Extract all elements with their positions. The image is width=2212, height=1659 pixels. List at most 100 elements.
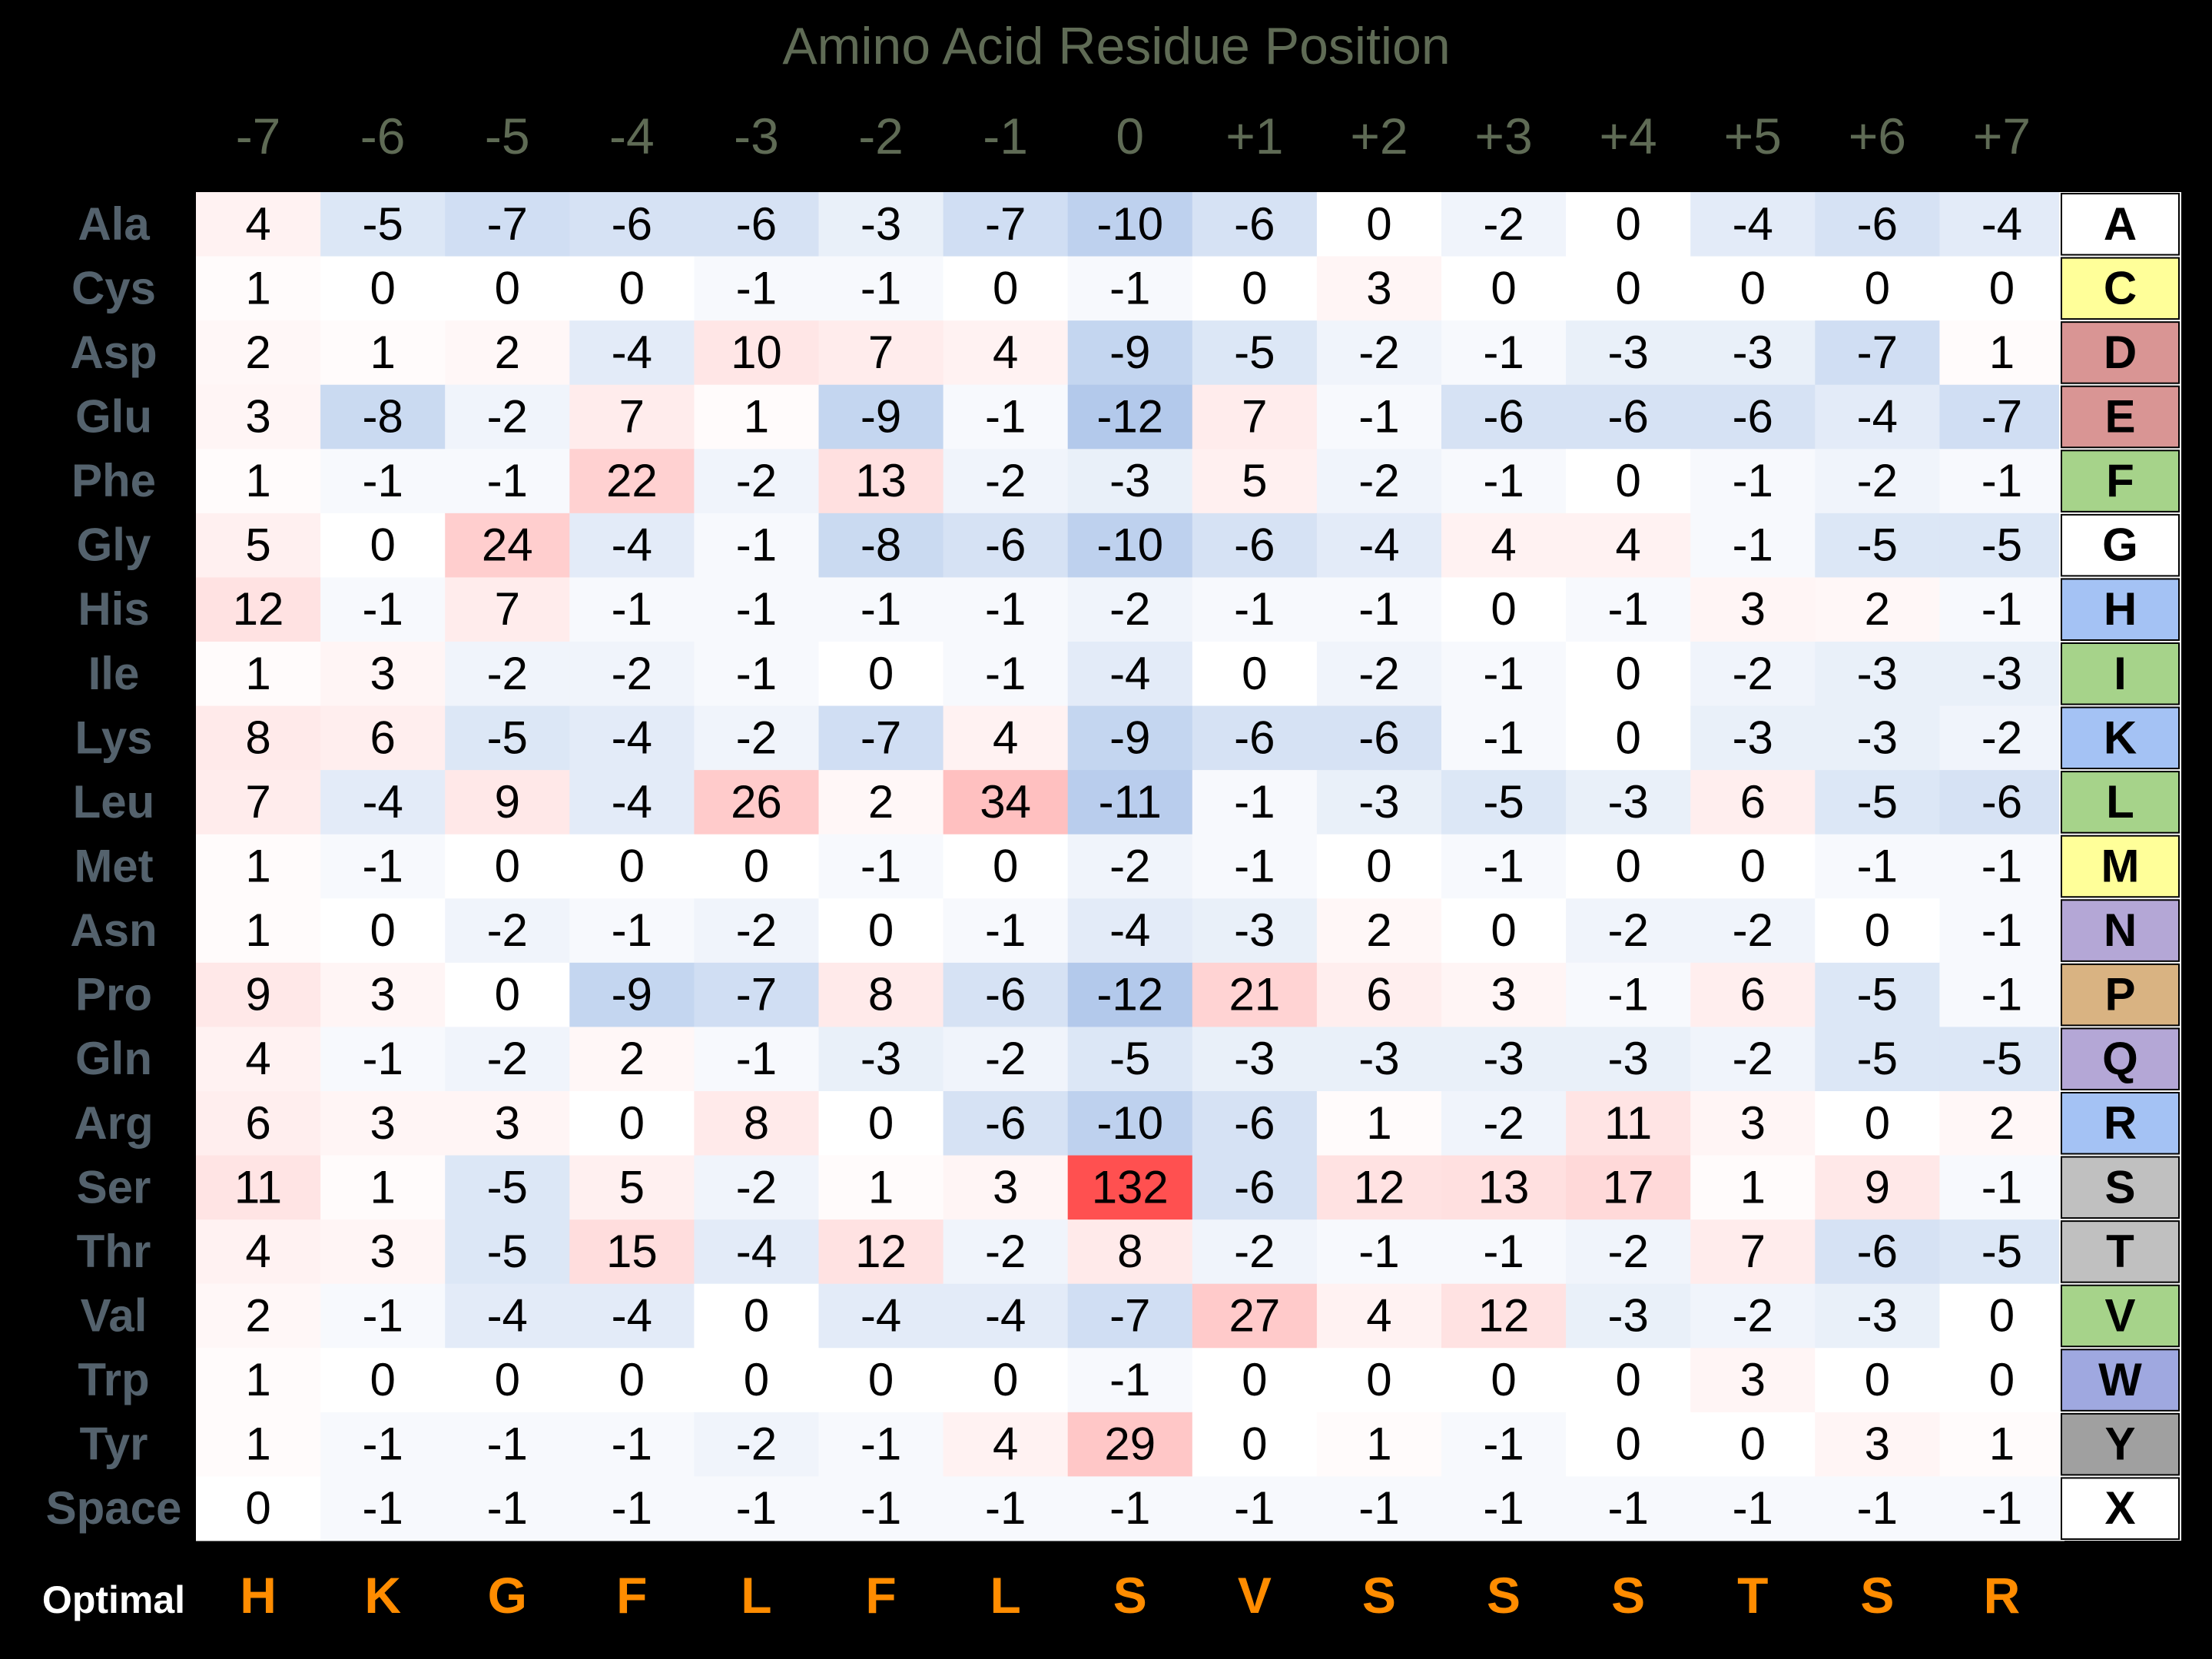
- cell-value: -6: [612, 198, 652, 250]
- cell-value: -5: [1982, 1226, 2022, 1277]
- heatmap-cell: [196, 320, 321, 386]
- heatmap-cell: [320, 577, 446, 642]
- heatmap-cell: [1441, 705, 1567, 771]
- heatmap-cell: [569, 384, 695, 450]
- heatmap-cell: [1067, 449, 1193, 514]
- cell-value: 7: [1242, 390, 1267, 442]
- cell-value: 1: [245, 840, 270, 891]
- heatmap-cell: [1192, 256, 1318, 321]
- heatmap-cell: [1441, 320, 1567, 386]
- legend-swatch: [2061, 321, 2180, 384]
- heatmap-cell: [1939, 705, 2064, 771]
- heatmap-cell: [1192, 962, 1318, 1027]
- legend-swatch: [2061, 1477, 2180, 1540]
- cell-value: -2: [985, 1226, 1026, 1277]
- cell-value: -4: [861, 1289, 901, 1341]
- cell-value: 4: [1366, 1289, 1391, 1341]
- position-labels: -7 -6 -5 -4 -3 -2 -1 0 +1 +2 +3 +4 +5 +6 +7: [236, 108, 2031, 164]
- heatmap-cell: [1067, 898, 1193, 964]
- optimal-residue: G: [488, 1567, 527, 1624]
- heatmap-cell: [1441, 1219, 1567, 1285]
- heatmap-cell: [196, 1348, 321, 1413]
- heatmap-cell: [1316, 192, 1442, 257]
- heatmap-cell: [1939, 577, 2064, 642]
- cell-value: 0: [744, 1354, 769, 1405]
- cell-value: -6: [1857, 1226, 1898, 1277]
- legend-code: K: [2104, 712, 2137, 763]
- legend-swatch: [2061, 257, 2180, 320]
- cell-value: -2: [736, 712, 777, 763]
- cell-value: -3: [861, 198, 901, 250]
- heatmap-cell: [569, 1412, 695, 1477]
- cell-value: -1: [487, 1482, 528, 1534]
- heatmap-cell: [1939, 1155, 2064, 1220]
- heatmap-cell: [1815, 705, 1940, 771]
- cell-value: 1: [245, 904, 270, 956]
- heatmap-cell: [1316, 1348, 1442, 1413]
- cell-value: -1: [1982, 583, 2022, 635]
- cell-value: 0: [868, 648, 894, 699]
- legend-code: H: [2104, 583, 2137, 635]
- heatmap-cell: [569, 898, 695, 964]
- heatmap-cell: [1316, 1090, 1442, 1156]
- cell-value: -4: [736, 1226, 777, 1277]
- heatmap-cell: [1690, 192, 1816, 257]
- cell-value: 4: [245, 1226, 270, 1277]
- heatmap-cell: [1815, 513, 1940, 578]
- optimal-residue: S: [1611, 1567, 1645, 1624]
- heatmap-cell: [1815, 192, 1940, 257]
- heatmap-cell: [445, 513, 570, 578]
- cell-value: 0: [1242, 1354, 1267, 1405]
- heatmap-cell: [694, 1027, 819, 1092]
- cell-value: -1: [362, 1482, 403, 1534]
- cell-value: 0: [1366, 1354, 1391, 1405]
- cell-value: 3: [1366, 262, 1391, 314]
- cell-value: -1: [1733, 519, 1773, 571]
- heatmap-cell: [320, 1283, 446, 1349]
- cell-value: 34: [980, 776, 1031, 828]
- heatmap-cell: [818, 1412, 944, 1477]
- heatmap-cell: [196, 962, 321, 1027]
- row-label: Ile: [88, 648, 140, 699]
- heatmap-cell: [818, 384, 944, 450]
- heatmap-cell: [569, 320, 695, 386]
- cell-value: 0: [370, 1354, 395, 1405]
- heatmap-cell: [1690, 1027, 1816, 1092]
- heatmap-cell: [445, 898, 570, 964]
- cell-value: -5: [487, 1226, 528, 1277]
- heatmap-cell: [1566, 705, 1691, 771]
- heatmap-cell: [196, 1476, 321, 1541]
- cell-value: -1: [736, 648, 777, 699]
- cell-value: 2: [619, 1033, 645, 1084]
- legend-code: T: [2106, 1226, 2134, 1277]
- heatmap-cell: [1441, 192, 1567, 257]
- cell-value: -2: [612, 648, 652, 699]
- heatmap-cell: [1939, 256, 2064, 321]
- cell-value: -1: [1483, 1226, 1524, 1277]
- heatmap-cell: [943, 962, 1069, 1027]
- row-label: Space: [46, 1482, 182, 1534]
- row-label: Phe: [71, 455, 156, 506]
- cell-value: -4: [1857, 390, 1898, 442]
- heatmap-cell: [694, 1090, 819, 1156]
- cell-value: 4: [1615, 519, 1640, 571]
- cell-value: 0: [868, 904, 894, 956]
- cell-value: 4: [993, 1418, 1018, 1470]
- cell-value: 3: [993, 1161, 1018, 1213]
- heatmap-cell: [943, 898, 1069, 964]
- chart-title: Amino Acid Residue Position: [782, 17, 1450, 75]
- heatmap-cell: [943, 1027, 1069, 1092]
- heatmap-cell: [196, 1155, 321, 1220]
- heatmap-cell: [1939, 770, 2064, 835]
- cell-value: 0: [1491, 1354, 1516, 1405]
- heatmap-cell: [1939, 320, 2064, 386]
- cell-value: -3: [1857, 1289, 1898, 1341]
- heatmap-cell: [1316, 641, 1442, 707]
- cell-value: -6: [1982, 776, 2022, 828]
- heatmap-cell: [1690, 513, 1816, 578]
- cell-value: -1: [1109, 262, 1150, 314]
- legend-code: G: [2102, 519, 2138, 571]
- legend-code: E: [2104, 390, 2135, 442]
- heatmap-cell: [1939, 384, 2064, 450]
